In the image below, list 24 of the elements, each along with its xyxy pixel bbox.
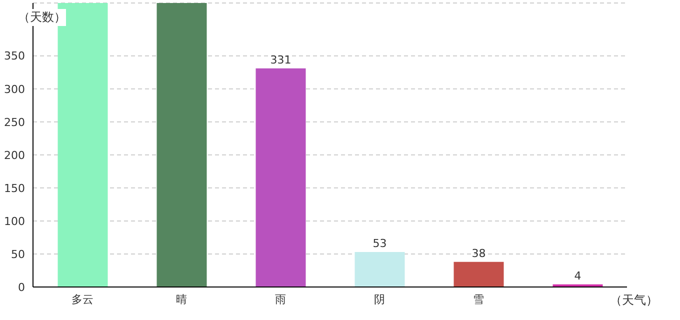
y-tick-label: 150 — [4, 182, 25, 195]
x-tick-label: 阴 — [374, 292, 385, 306]
x-tick-label: 多云 — [72, 292, 94, 306]
bar — [354, 252, 405, 287]
x-axis-title: （天气） — [610, 292, 658, 309]
y-tick-label: 50 — [11, 248, 25, 261]
y-tick-label: 350 — [4, 50, 25, 63]
y-tick-label: 250 — [4, 116, 25, 129]
y-tick-label: 0 — [18, 280, 25, 294]
x-tick-label: 雪 — [473, 292, 484, 306]
bar — [256, 68, 306, 287]
y-tick-label: 200 — [4, 148, 25, 162]
bar — [156, 3, 207, 287]
x-tick-label: 雨 — [275, 292, 286, 306]
data-label: 331 — [270, 53, 292, 66]
y-tick-label: 100 — [4, 214, 25, 228]
data-label: 53 — [372, 236, 387, 250]
data-label: 4 — [574, 269, 582, 282]
x-tick-label: 晴 — [176, 292, 187, 306]
y-axis-title: （天数） — [18, 9, 66, 26]
data-label: 38 — [472, 246, 486, 260]
y-tick-label: 300 — [4, 82, 25, 96]
bar — [58, 3, 108, 287]
bar — [454, 262, 504, 287]
